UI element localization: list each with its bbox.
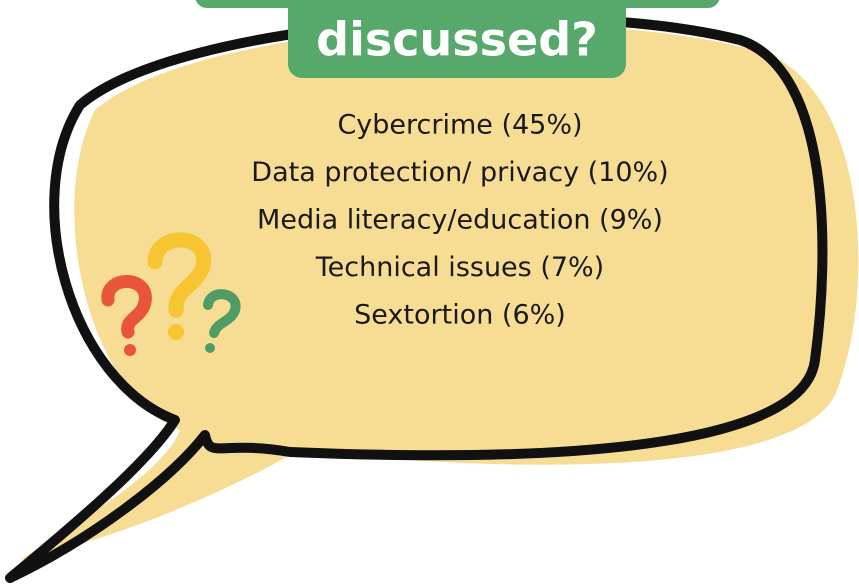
list-item: Cybercrime (45%): [337, 110, 582, 141]
list-item: Technical issues (7%): [315, 252, 604, 283]
list-item: Media literacy/education (9%): [257, 205, 663, 236]
title: discussed?: [316, 13, 598, 67]
page: discussed? Cybercrime (45%) Data protecti…: [0, 0, 859, 584]
list-item: Data protection/ privacy (10%): [251, 157, 668, 188]
list-item: Sextortion (6%): [354, 300, 566, 331]
infographic: discussed? Cybercrime (45%) Data protecti…: [0, 0, 859, 584]
